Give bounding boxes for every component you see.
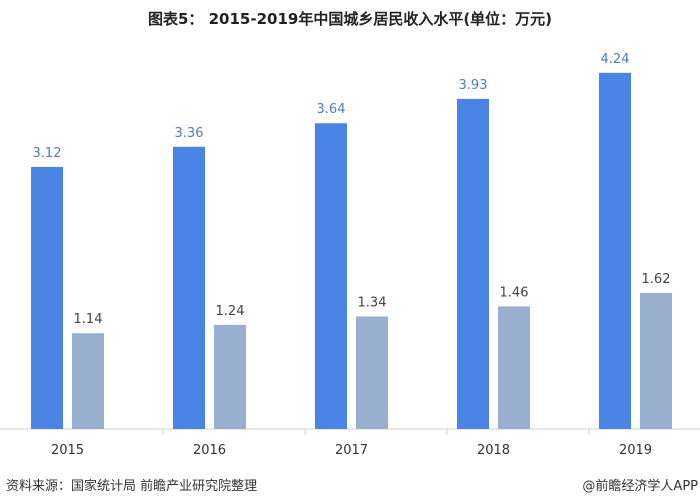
data-label: 1.62 bbox=[642, 272, 671, 287]
data-label: 1.14 bbox=[74, 312, 103, 327]
x-tick-label: 2019 bbox=[619, 443, 652, 458]
data-label: 1.34 bbox=[358, 295, 387, 310]
x-tick-label: 2015 bbox=[51, 443, 84, 458]
data-label: 3.36 bbox=[175, 126, 204, 141]
x-tick-label: 2017 bbox=[335, 443, 368, 458]
bar-chart: 3.12 1.14 2015 3.36 1.24 2016 3.64 1.34 2017 3.93… bbox=[0, 52, 700, 458]
bar-rural bbox=[72, 333, 104, 429]
x-tick-label: 2016 bbox=[193, 443, 226, 458]
data-label: 4.24 bbox=[601, 52, 630, 67]
data-label: 3.64 bbox=[317, 102, 346, 117]
bar-urban bbox=[599, 72, 631, 429]
data-label: 1.46 bbox=[500, 285, 529, 300]
bar-rural bbox=[640, 292, 672, 429]
bar-urban bbox=[31, 166, 63, 430]
credit-note: @前瞻经济学人APP bbox=[582, 479, 698, 494]
data-label: 3.93 bbox=[459, 78, 488, 93]
bar-urban bbox=[457, 98, 489, 429]
source-note: 资料来源：国家统计局 前瞻产业研究院整理 bbox=[6, 479, 258, 494]
bar-rural bbox=[498, 306, 530, 429]
x-tick-label: 2018 bbox=[477, 443, 510, 458]
data-label: 3.12 bbox=[33, 146, 62, 161]
bar-urban bbox=[315, 123, 347, 430]
bar-rural bbox=[214, 324, 246, 429]
chart-title: 图表5： 2015-2019年中国城乡居民收入水平(单位：万元) bbox=[147, 10, 553, 28]
data-label: 1.24 bbox=[216, 304, 245, 319]
bar-rural bbox=[356, 316, 388, 429]
bar-urban bbox=[173, 146, 205, 429]
